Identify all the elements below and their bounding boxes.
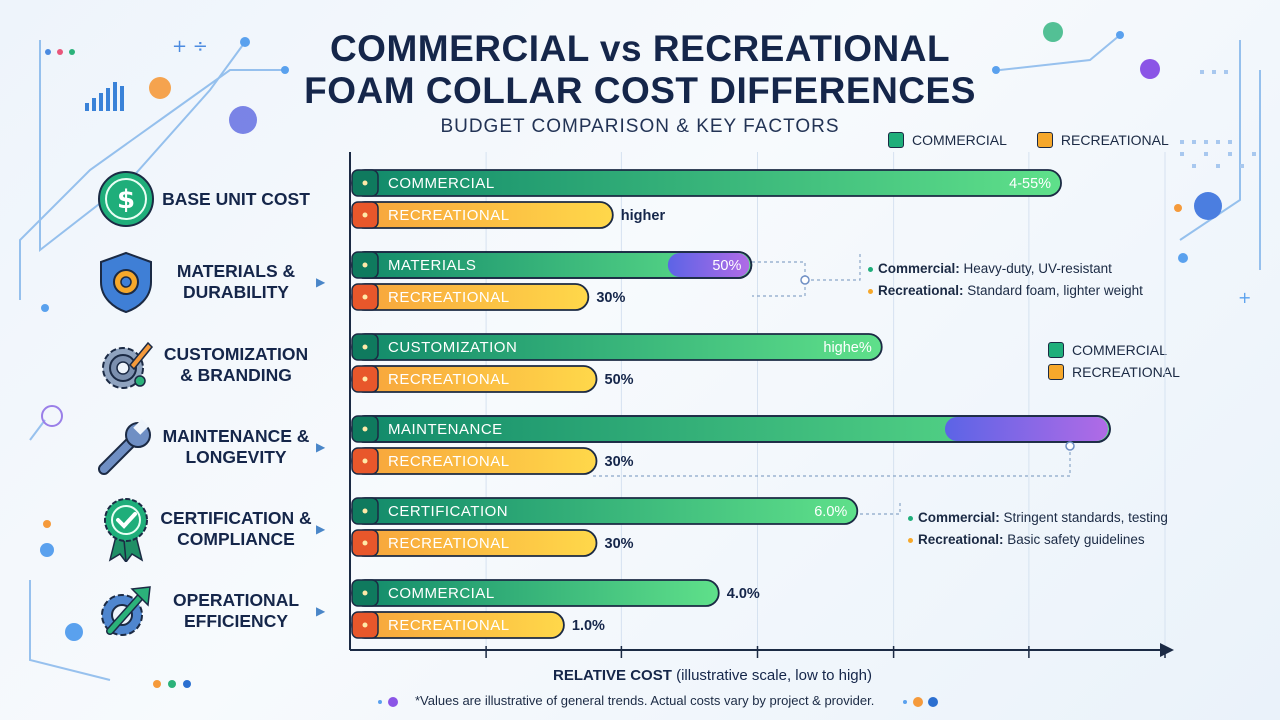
category-label: OPERATIONAL EFFICIENCY (172, 590, 300, 631)
bar-label: MAINTENANCE (388, 421, 503, 438)
x-axis-label: RELATIVE COST (illustrative scale, low t… (553, 667, 872, 684)
value-label: 50% (605, 372, 634, 388)
bar-cap-dot (362, 262, 368, 268)
legend-side-commercial-label: COMMERCIAL (1072, 342, 1167, 358)
note-cert-recreational-text: Basic safety guidelines (1003, 532, 1145, 547)
note-cert-commercial-text: Stringent standards, testing (999, 510, 1168, 525)
bar-accent (667, 253, 750, 277)
category-label: MAINTENANCE & LONGEVITY (162, 426, 310, 467)
chart-title-line2: FOAM COLLAR COST DIFFERENCES (304, 70, 976, 111)
bar-cap-dot (362, 294, 368, 300)
deco-dot (45, 49, 51, 55)
value-label: highe% (823, 340, 871, 356)
legend-side: COMMERCIAL RECREATIONAL (1048, 342, 1180, 380)
note-materials-commercial-key: Commercial: (878, 261, 960, 276)
bar-accent (944, 417, 1108, 441)
gear-brush-icon (102, 341, 154, 389)
value-label: 30% (605, 536, 634, 552)
bar-cap-dot (362, 212, 368, 218)
svg-text:+ ÷: + ÷ (172, 36, 208, 57)
bar-label: RECREATIONAL (388, 289, 510, 306)
x-axis-label-bold: RELATIVE COST (553, 667, 672, 684)
legend-side-recreational-swatch (1048, 364, 1064, 380)
bar-label: RECREATIONAL (388, 453, 510, 470)
legend-commercial-label: COMMERCIAL (912, 132, 1007, 148)
note-materials: Commercial: Heavy-duty, UV-resistant Rec… (868, 258, 1143, 302)
badge-check-icon (104, 498, 148, 562)
gear-arrow-icon (101, 586, 151, 636)
bar-label: CUSTOMIZATION (388, 339, 517, 356)
bar-label: COMMERCIAL (388, 585, 495, 602)
bar-cap-dot (362, 180, 368, 186)
bar-cap-dot (362, 622, 368, 628)
chart-title-line1: COMMERCIAL vs RECREATIONAL (329, 28, 951, 69)
deco-dot (57, 49, 63, 55)
value-label: 30% (596, 290, 625, 306)
svg-text:$: $ (117, 185, 135, 215)
category-customization: CUSTOMIZATION & BRANDING (96, 330, 330, 400)
legend-top: COMMERCIAL RECREATIONAL (888, 132, 1169, 148)
shield-gear-icon (100, 251, 152, 314)
value-label: 4-55% (1009, 176, 1051, 192)
expand-arrow-icon: ▶ (316, 440, 326, 454)
bar-cap-dot (362, 508, 368, 514)
x-axis-label-rest: (illustrative scale, low to high) (671, 667, 872, 684)
bar-cap-dot (362, 590, 368, 596)
bar-cap-dot (362, 540, 368, 546)
category-materials: MATERIALS & DURABILITY ▶ (96, 247, 330, 317)
bar-cap-dot (362, 458, 368, 464)
note-materials-recreational-text: Standard foam, lighter weight (963, 283, 1143, 298)
bar-label: RECREATIONAL (388, 371, 510, 388)
svg-text:+: + (1238, 288, 1251, 307)
value-label: 50% (712, 258, 741, 274)
legend-recreational-swatch (1036, 132, 1053, 148)
value-label: 30% (605, 454, 634, 470)
category-label: MATERIALS & DURABILITY (176, 261, 296, 302)
note-cert-commercial-key: Commercial: (918, 510, 1000, 525)
expand-arrow-icon: ▶ (316, 275, 326, 289)
connector-maintenance (590, 446, 1071, 477)
bar-cap-dot (362, 426, 368, 432)
expand-arrow-icon: ▶ (316, 604, 326, 618)
value-label: higher (621, 208, 666, 224)
value-label: 1.0% (572, 618, 605, 634)
category-base-unit-cost: $ BASE UNIT COST (96, 164, 330, 234)
legend-recreational-label: RECREATIONAL (1060, 132, 1169, 148)
connector-materials (752, 261, 806, 297)
category-label: CUSTOMIZATION & BRANDING (163, 344, 309, 385)
bar-label: COMMERCIAL (388, 175, 495, 192)
note-certification: Commercial: Stringent standards, testing… (908, 507, 1168, 551)
dollar-icon: $ (98, 171, 154, 227)
connector-materials-note (805, 253, 861, 281)
bar-cap-dot (362, 376, 368, 382)
category-certification: CERTIFICATION & COMPLIANCE ▶ (96, 494, 330, 564)
connector-certification (860, 503, 901, 515)
legend-commercial-swatch (888, 132, 904, 148)
bar-label: CERTIFICATION (388, 503, 508, 520)
note-materials-commercial-text: Heavy-duty, UV-resistant (959, 261, 1112, 276)
bar-label: MATERIALS (388, 257, 476, 274)
value-label: 6.0% (814, 504, 847, 520)
expand-arrow-icon: ▶ (316, 522, 326, 536)
bar-label: RECREATIONAL (388, 207, 510, 224)
bar-label: RECREATIONAL (388, 617, 510, 634)
category-label: BASE UNIT COST (162, 188, 310, 209)
value-label: 4.0% (727, 586, 760, 602)
category-label: CERTIFICATION & COMPLIANCE (160, 508, 312, 549)
legend-side-recreational-label: RECREATIONAL (1072, 364, 1180, 380)
x-axis-arrow-icon (1160, 643, 1174, 657)
deco-dot (69, 49, 75, 55)
note-materials-recreational-key: Recreational: (878, 283, 964, 298)
bar-label: RECREATIONAL (388, 535, 510, 552)
category-maintenance: MAINTENANCE & LONGEVITY ▶ (96, 412, 330, 482)
bar-cap-dot (362, 344, 368, 350)
wrench-icon (98, 419, 151, 475)
note-cert-recreational-key: Recreational: (918, 532, 1004, 547)
chart-subtitle: BUDGET COMPARISON & KEY FACTORS (440, 116, 840, 137)
category-operational: OPERATIONAL EFFICIENCY ▶ (96, 576, 330, 646)
footnote: *Values are illustrative of general tren… (415, 693, 875, 708)
legend-side-commercial-swatch (1048, 342, 1064, 358)
